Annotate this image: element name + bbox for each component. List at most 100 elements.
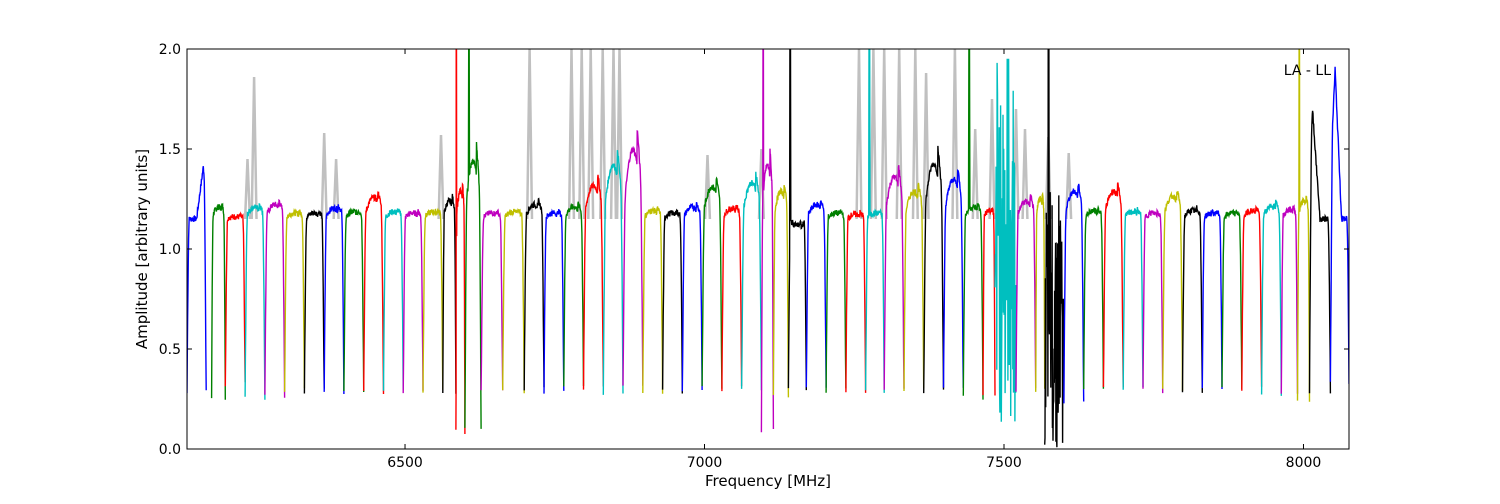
- channel-line-1: [210, 202, 226, 400]
- channel-line-19: [543, 208, 565, 394]
- x-tick-label-0: 6500: [387, 455, 423, 471]
- channel-line-56: [1241, 204, 1263, 391]
- background-spike-4: [437, 134, 445, 220]
- channel-line-29: [740, 171, 763, 391]
- channel-line-58: [1280, 204, 1299, 394]
- channel-line-13: [442, 193, 457, 394]
- background-spike-24: [1021, 128, 1029, 220]
- x-tick-label-3: 8000: [1286, 455, 1322, 471]
- background-spike-18: [911, 49, 919, 220]
- y-tick-label-2: 1.0: [159, 242, 181, 258]
- channel-line-7: [323, 203, 345, 395]
- channel-line-15: [464, 49, 482, 429]
- channel-line-48: [1083, 204, 1105, 390]
- background-spike-9: [599, 49, 607, 220]
- channel-line-57: [1260, 199, 1282, 396]
- background-spike-17: [895, 49, 903, 220]
- channel-line-17: [502, 207, 525, 394]
- channel-series-layer: [187, 49, 1349, 448]
- channel-line-44: [1015, 194, 1037, 392]
- channel-line-21: [582, 174, 604, 390]
- channel-line-6: [303, 209, 325, 394]
- background-spike-6: [567, 49, 576, 220]
- background-series-layer: [243, 49, 1073, 220]
- channel-line-20: [563, 201, 585, 387]
- channel-line-23: [622, 130, 644, 386]
- channel-line-9: [363, 190, 385, 395]
- channel-line-50: [1122, 207, 1144, 390]
- channel-line-10: [382, 208, 404, 391]
- channel-line-54: [1201, 208, 1223, 390]
- y-tick-label-4: 2.0: [159, 42, 181, 58]
- channel-line-52: [1162, 191, 1184, 391]
- channel-line-46: [1044, 49, 1065, 448]
- channel-line-59: [1296, 49, 1311, 402]
- background-spike-16: [880, 49, 888, 220]
- channel-line-25: [661, 208, 683, 394]
- channel-line-2: [224, 211, 246, 387]
- channel-line-31: [772, 185, 790, 398]
- channel-line-43: [994, 58, 1017, 422]
- y-tick-label-0: 0.0: [159, 442, 181, 458]
- channel-line-3: [244, 203, 266, 400]
- background-spike-5: [525, 49, 534, 220]
- channel-line-27: [701, 176, 723, 389]
- background-spike-22: [988, 98, 996, 220]
- channel-line-12: [422, 207, 444, 393]
- channel-line-32: [787, 49, 807, 391]
- background-spike-8: [587, 49, 595, 220]
- channel-line-55: [1221, 208, 1243, 390]
- y-axis-label: Amplitude [arbitrary units]: [133, 149, 151, 349]
- channel-line-11: [402, 209, 424, 394]
- channel-line-33: [805, 199, 827, 388]
- channel-line-40: [942, 169, 964, 388]
- channel-line-30: [760, 49, 775, 433]
- channel-line-53: [1181, 205, 1203, 393]
- x-tick-label-2: 7500: [986, 455, 1022, 471]
- x-axis-label: Frequency [MHz]: [705, 472, 831, 490]
- channel-line-39: [923, 145, 945, 394]
- x-tick-label-1: 7000: [687, 455, 723, 471]
- annotation-label: LA - LL: [1284, 63, 1331, 79]
- y-tick-label-3: 1.5: [159, 142, 181, 158]
- channel-line-24: [642, 205, 664, 394]
- channel-line-36: [864, 49, 885, 393]
- channel-line-22: [602, 150, 624, 395]
- channel-line-41: [962, 49, 984, 400]
- background-spike-15: [869, 49, 878, 220]
- channel-line-5: [283, 207, 306, 392]
- channel-line-26: [681, 201, 703, 392]
- channel-line-47: [1063, 183, 1085, 404]
- tick-layer: 6500 7000 7500 8000 0.0 0.5 1.0 1.5 2.0: [159, 42, 1349, 471]
- channel-line-61: [1329, 66, 1349, 384]
- background-spike-20: [951, 49, 959, 220]
- channel-line-8: [343, 207, 365, 393]
- background-spike-7: [578, 49, 586, 220]
- channel-line-16: [480, 208, 504, 391]
- channel-line-60: [1308, 110, 1332, 394]
- channel-line-49: [1102, 182, 1124, 388]
- background-spike-2: [320, 132, 328, 220]
- channel-line-4: [264, 198, 286, 398]
- background-spike-1: [243, 158, 252, 220]
- background-spike-3: [332, 158, 340, 220]
- channel-line-14: [455, 49, 466, 435]
- plot-background: [187, 49, 1349, 449]
- background-spike-12: [703, 154, 712, 220]
- channel-line-45: [1035, 191, 1046, 392]
- background-spike-14: [855, 49, 863, 220]
- channel-line-51: [1142, 207, 1164, 394]
- channel-line-35: [845, 209, 867, 393]
- channel-line-28: [721, 204, 743, 392]
- channel-line-0: [187, 165, 207, 394]
- channel-line-37: [883, 165, 905, 390]
- channel-line-38: [903, 182, 925, 392]
- background-spike-19: [922, 72, 930, 220]
- channel-line-18: [523, 197, 545, 391]
- background-spike-21: [971, 128, 979, 220]
- background-spike-0: [250, 76, 258, 220]
- channel-line-34: [825, 209, 847, 393]
- channel-line-42: [982, 206, 996, 396]
